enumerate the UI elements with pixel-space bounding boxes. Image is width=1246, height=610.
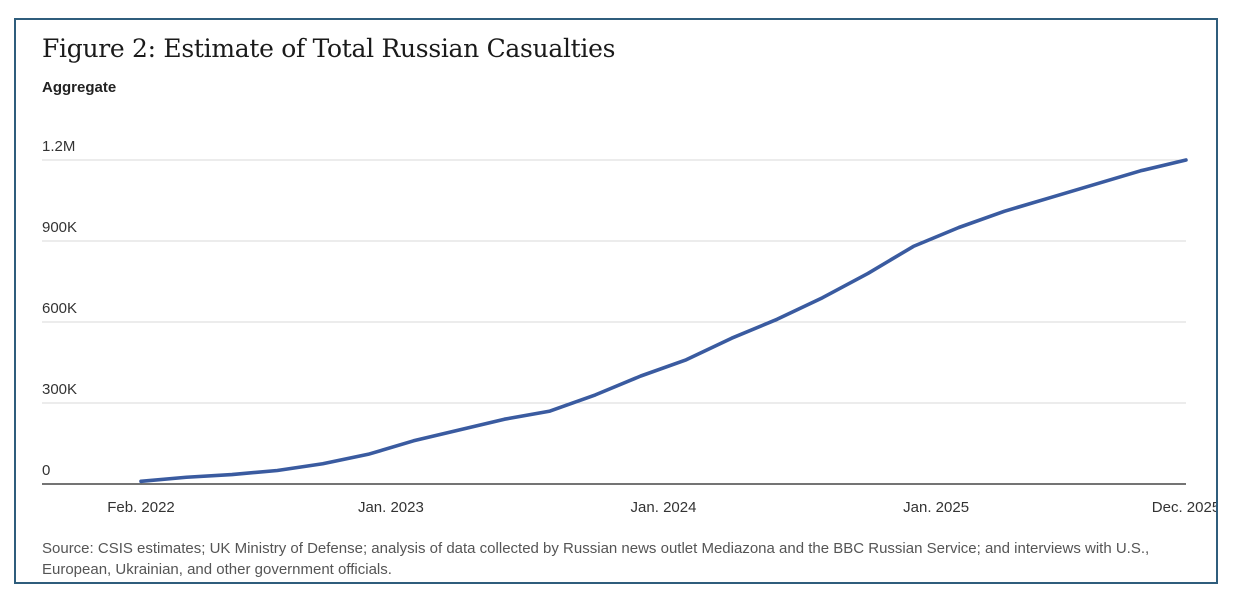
figure-frame: Figure 2: Estimate of Total Russian Casu… — [14, 18, 1218, 584]
y-tick-label: 900K — [42, 219, 77, 236]
y-axis-ticks: 0 300K 600K 900K 1.2M — [42, 138, 77, 479]
line-chart: 0 300K 600K 900K 1.2M Feb. 2022 Jan. 2023 Jan.… — [42, 138, 1216, 516]
x-tick-label: Jan. 2024 — [631, 499, 697, 516]
x-tick-label: Feb. 2022 — [107, 499, 175, 516]
x-tick-label: Jan. 2025 — [903, 499, 969, 516]
y-tick-label: 600K — [42, 300, 77, 317]
y-tick-label: 1.2M — [42, 138, 75, 155]
x-tick-label: Dec. 2025 — [1152, 499, 1216, 516]
x-axis-ticks: Feb. 2022 Jan. 2023 Jan. 2024 Jan. 2025 Dec.… — [107, 499, 1216, 516]
x-tick-label: Jan. 2023 — [358, 499, 424, 516]
gridlines — [42, 159, 1186, 485]
chart-title: Figure 2: Estimate of Total Russian Casu… — [42, 34, 616, 63]
series-layer — [139, 158, 1188, 484]
y-tick-label: 0 — [42, 462, 50, 479]
y-tick-label: 300K — [42, 381, 77, 398]
chart-subtitle: Aggregate — [42, 79, 117, 96]
source-note: Source: CSIS estimates; UK Ministry of D… — [42, 540, 1150, 578]
series-line — [139, 158, 1188, 484]
